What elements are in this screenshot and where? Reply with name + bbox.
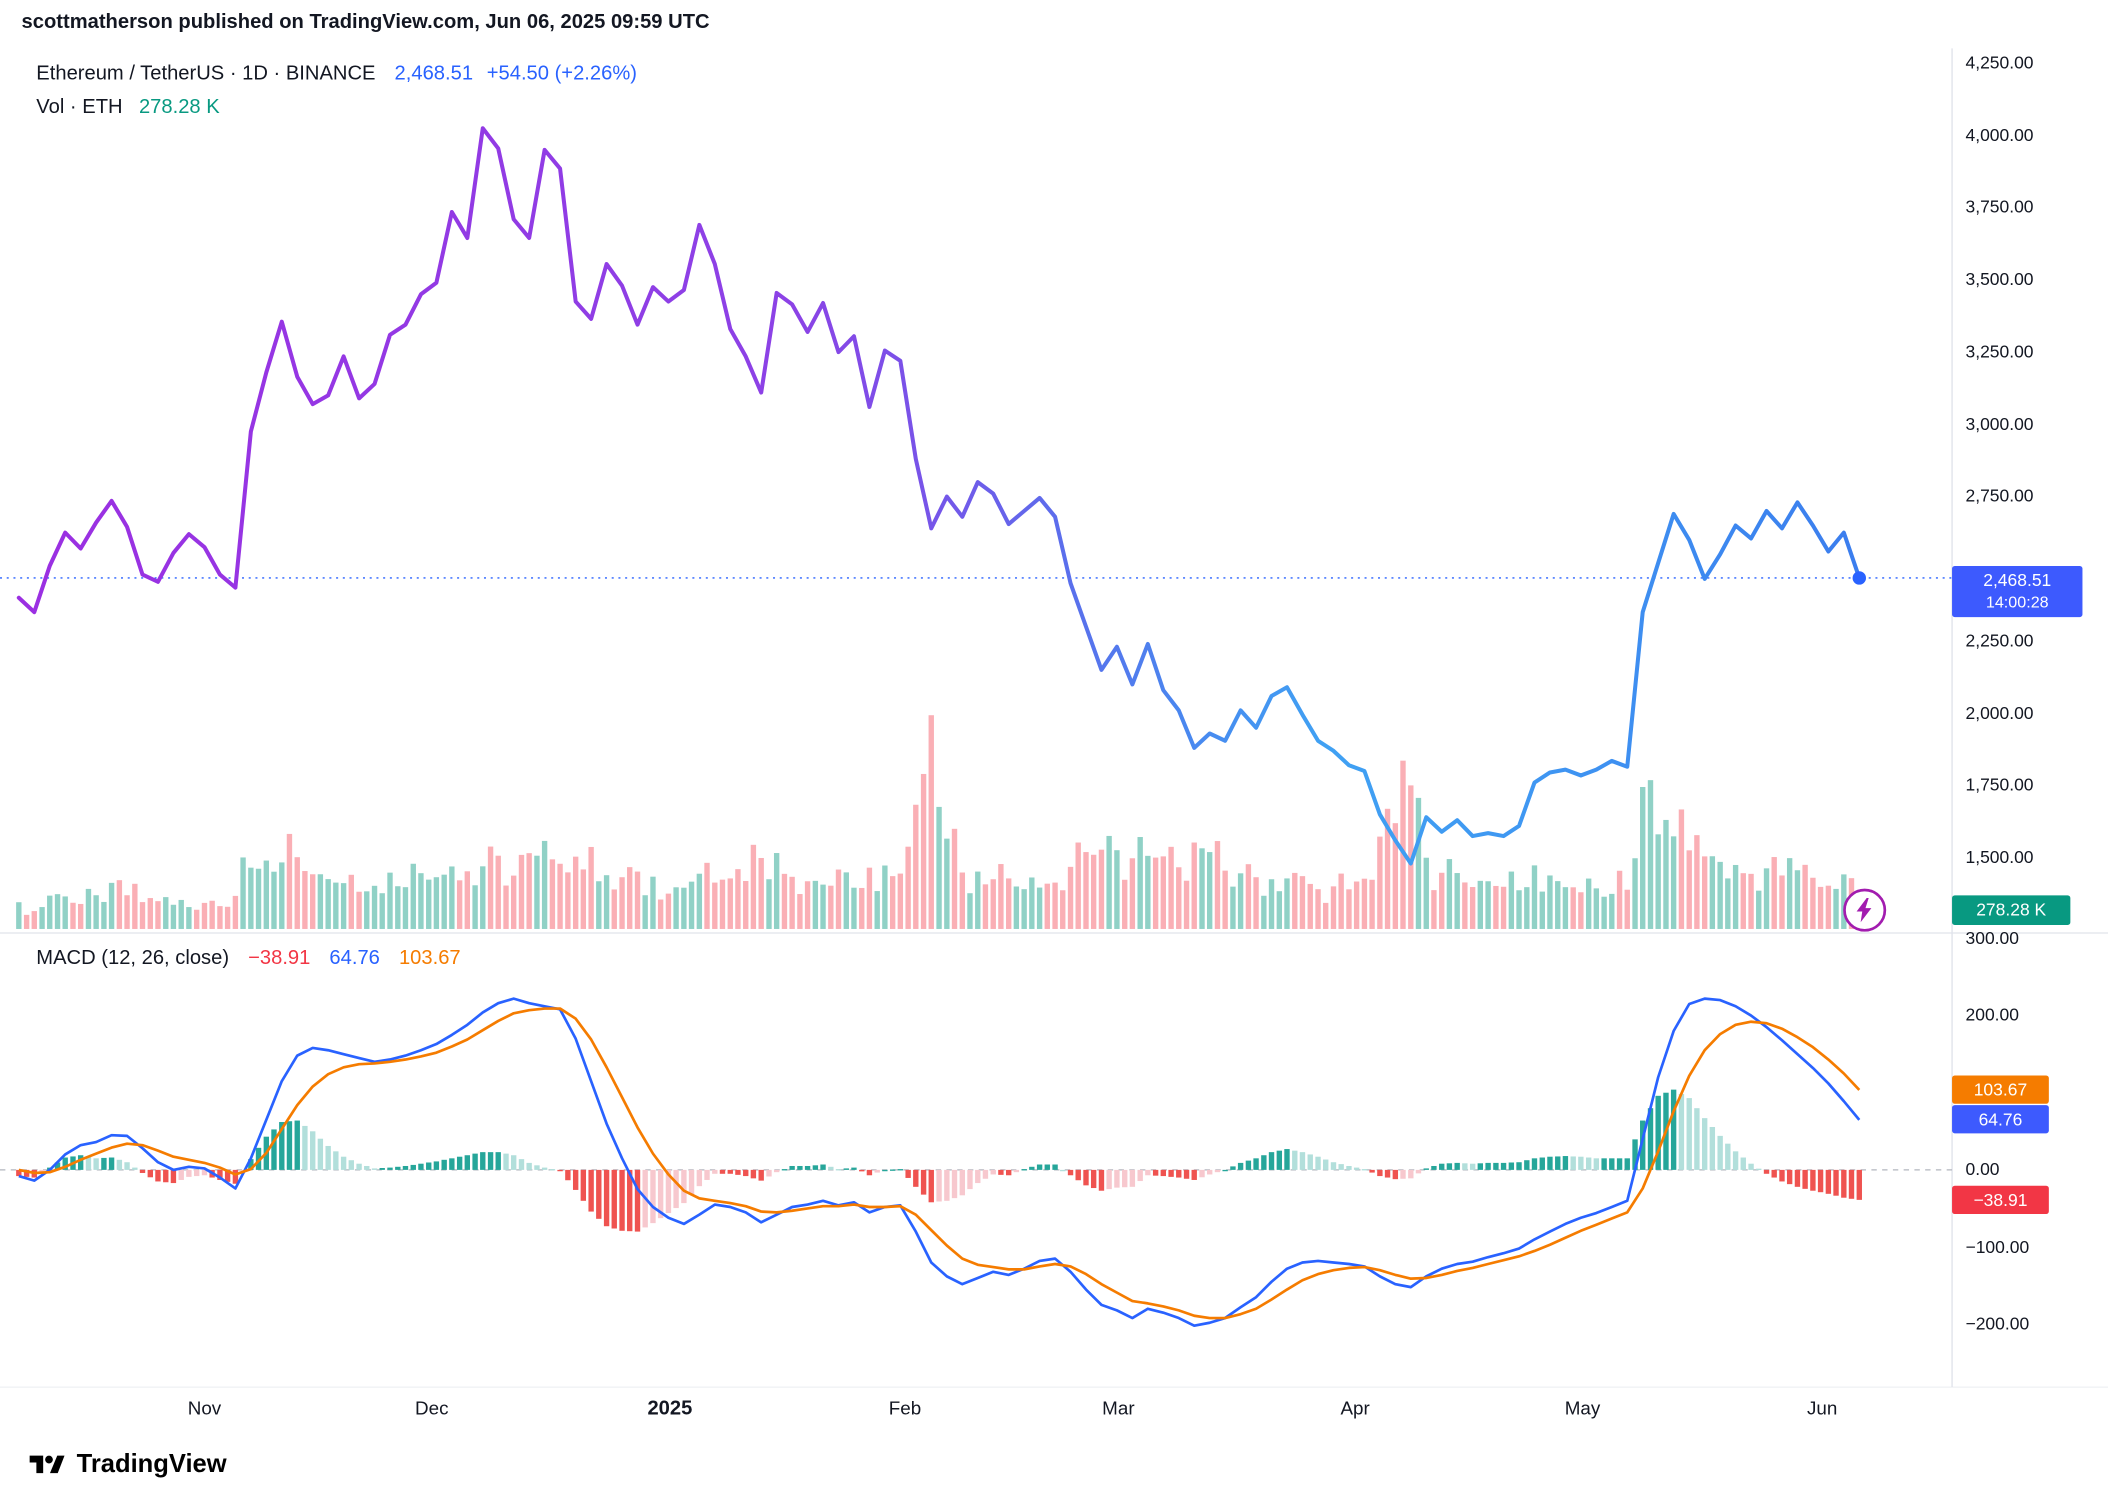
macd-hist-badge: −38.91 xyxy=(1952,1185,2049,1214)
symbol-legend: Ethereum / TetherUS · 1D · BINANCE 2,468… xyxy=(36,62,637,85)
price-line xyxy=(16,126,1862,866)
volume-value: 278.28 K xyxy=(138,95,220,119)
axis-tick-label: 1,500.00 xyxy=(1965,846,2034,868)
tradingview-logo[interactable] xyxy=(29,1451,65,1481)
axis-tick-label: 3,750.00 xyxy=(1965,196,2034,218)
macd-signal-line xyxy=(18,1007,1861,1320)
axis-tick-label: 2,000.00 xyxy=(1965,702,2034,723)
axis-tick-label: 3,250.00 xyxy=(1965,341,2034,362)
volume-legend: Vol · ETH 278.28 K xyxy=(36,95,219,118)
macd-legend: MACD (12, 26, close) −38.91 64.76 103.67 xyxy=(36,946,474,969)
time-tick-label: Mar xyxy=(1102,1396,1135,1419)
macd-hist-value: −38.91 xyxy=(248,946,311,970)
axis-tick-label: 4,000.00 xyxy=(1965,124,2034,145)
macd-line xyxy=(18,997,1861,1328)
current-price-badge: 2,468.51 14:00:28 xyxy=(1952,565,2083,618)
macd-line-value: 64.76 xyxy=(329,946,380,970)
price-scale-axis[interactable]: 4,250.00 4,000.00 3,750.00 3,500.00 3,250.00… xyxy=(1952,48,2108,1387)
time-tick-label: Apr xyxy=(1340,1396,1370,1419)
axis-tick-label: 3,000.00 xyxy=(1965,413,2034,434)
lightning-icon xyxy=(1856,898,1872,923)
axis-tick-label: −200.00 xyxy=(1965,1313,2030,1334)
volume-label: Vol · ETH xyxy=(36,95,123,119)
axis-tick-label: 3,500.00 xyxy=(1965,269,2034,290)
legend-price-change: +54.50 (+2.26%) xyxy=(486,61,637,85)
macd-signal-badge: 103.67 xyxy=(1952,1075,2049,1104)
axis-tick-label: 0.00 xyxy=(1965,1159,2000,1180)
time-tick-label: Jun xyxy=(1806,1396,1838,1419)
axis-tick-label: −100.00 xyxy=(1965,1236,2030,1257)
current-price-value: 2,468.51 xyxy=(1983,570,2052,591)
macd-line-badge: 64.76 xyxy=(1952,1105,2049,1134)
axis-tick-label: 1,750.00 xyxy=(1965,774,2034,795)
time-tick-label: Nov xyxy=(187,1396,222,1419)
time-tick-label: Feb xyxy=(888,1396,922,1419)
macd-signal-value: 103.67 xyxy=(398,946,461,970)
last-price-marker xyxy=(1852,571,1867,585)
axis-tick-label: 4,250.00 xyxy=(1965,52,2034,73)
axis-tick-label: 300.00 xyxy=(1965,927,2019,948)
volume-bars xyxy=(16,715,1862,929)
published-attribution: scottmatherson published on TradingView.… xyxy=(21,10,710,34)
time-tick-label: 2025 xyxy=(647,1396,693,1420)
volume-badge: 278.28 K xyxy=(1952,895,2071,925)
symbol-title[interactable]: Ethereum / TetherUS · 1D · BINANCE xyxy=(36,61,376,85)
axis-tick-label: 200.00 xyxy=(1965,1004,2019,1025)
time-tick-label: May xyxy=(1564,1396,1601,1419)
bar-countdown: 14:00:28 xyxy=(1985,592,2049,612)
tradingview-footer: TradingView xyxy=(29,1450,227,1481)
time-scale-axis[interactable]: Nov Dec 2025 Feb Mar Apr May Jun xyxy=(0,1387,2108,1434)
axis-tick-label: 2,750.00 xyxy=(1965,485,2034,506)
tradingview-brand[interactable]: TradingView xyxy=(76,1450,227,1479)
time-tick-label: Dec xyxy=(415,1396,449,1419)
quick-trade-button[interactable] xyxy=(1843,888,1887,932)
axis-tick-label: 2,250.00 xyxy=(1965,630,2034,651)
macd-title[interactable]: MACD (12, 26, close) xyxy=(36,946,230,970)
legend-last-price: 2,468.51 xyxy=(394,61,474,85)
